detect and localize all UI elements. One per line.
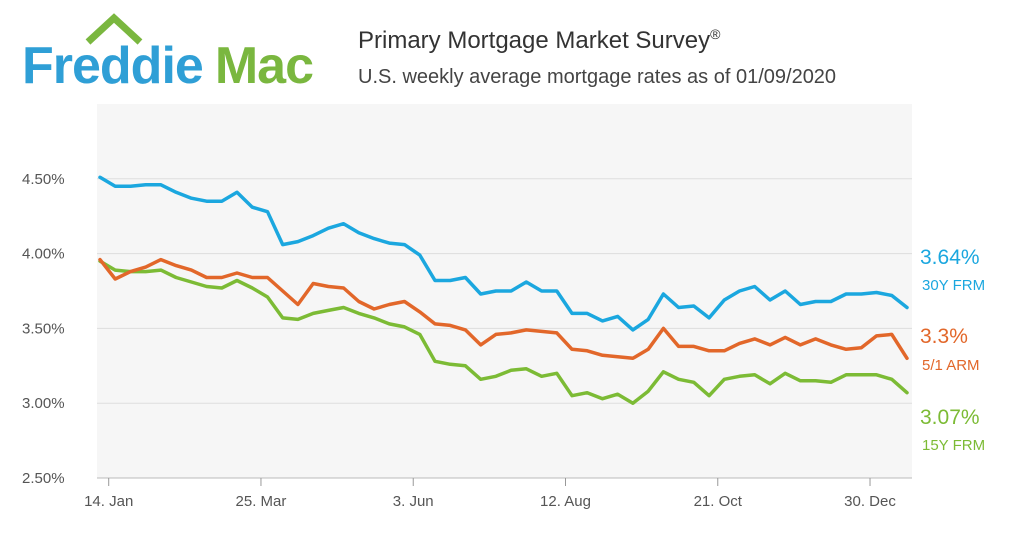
house-roof-icon <box>85 13 143 45</box>
registered-mark: ® <box>710 26 721 42</box>
x-tick-label: 25. Mar <box>236 493 287 510</box>
latest-value-callouts: 3.64% 30Y FRM 3.3% 5/1 ARM 3.07% 15Y FRM <box>920 246 985 454</box>
x-tick-label: 30. Dec <box>844 493 896 510</box>
y-tick-label: 2.50% <box>22 470 65 487</box>
grid-lines <box>97 178 912 479</box>
chart-title-text: Primary Mortgage Market Survey <box>358 27 711 54</box>
chart-title: Primary Mortgage Market Survey® <box>358 26 720 55</box>
latest-value: 3.64% <box>920 246 980 269</box>
x-tick-label: 3. Jun <box>393 493 434 510</box>
logo-freddie: Freddie <box>22 37 204 95</box>
logo-mac: Mac <box>214 37 314 95</box>
y-tick-label: 4.00% <box>22 246 65 263</box>
series-lines <box>98 175 909 405</box>
x-tick-label: 21. Oct <box>694 493 743 510</box>
latest-value: 3.07% <box>920 406 980 429</box>
y-tick-label: 3.00% <box>22 395 65 412</box>
chart-subtitle: U.S. weekly average mortgage rates as of… <box>358 66 837 88</box>
series-name-label: 15Y FRM <box>922 437 985 454</box>
y-tick-label: 4.50% <box>22 171 65 188</box>
x-tick-label: 12. Aug <box>540 493 591 510</box>
latest-value: 3.3% <box>920 325 968 348</box>
freddie-mac-logo: Freddie Mac <box>22 12 332 92</box>
series-line-30y-frm <box>98 175 909 332</box>
series-name-label: 30Y FRM <box>922 277 985 294</box>
x-axis-labels: 14. Jan 25. Mar 3. Jun 12. Aug 21. Oct 30. De… <box>84 478 896 510</box>
x-tick-label: 14. Jan <box>84 493 133 510</box>
series-name-label: 5/1 ARM <box>922 357 980 374</box>
series-line-15y-frm <box>98 259 909 405</box>
logo-wordmark: Freddie Mac <box>22 37 314 95</box>
series-line-5-1-arm <box>98 257 909 361</box>
y-tick-label: 3.50% <box>22 320 65 337</box>
y-axis-labels: 2.50% 3.00% 3.50% 4.00% 4.50% <box>22 171 65 487</box>
